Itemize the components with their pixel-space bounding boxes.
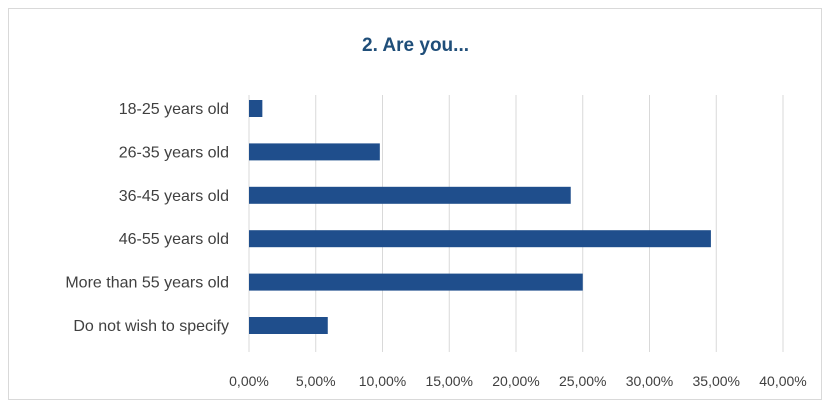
- category-labels: 18-25 years old 26-35 years old 36-45 year…: [65, 101, 229, 335]
- x-tick-label: 40,00%: [759, 373, 806, 389]
- x-tick-label: 5,00%: [296, 373, 336, 389]
- bar: [249, 143, 380, 161]
- category-label: Do not wish to specify: [73, 318, 229, 335]
- category-label: 26-35 years old: [119, 144, 229, 161]
- gridlines: [248, 95, 784, 352]
- x-tick-label: 0,00%: [229, 373, 269, 389]
- bar: [249, 317, 328, 334]
- x-tick-label: 10,00%: [359, 373, 406, 389]
- x-tick-label: 35,00%: [693, 373, 740, 389]
- category-label: 46-55 years old: [119, 231, 229, 248]
- x-tick-label: 15,00%: [426, 373, 473, 389]
- x-tick-label: 25,00%: [559, 373, 606, 389]
- bars: [249, 100, 711, 334]
- category-label: More than 55 years old: [65, 275, 229, 292]
- bar: [249, 273, 583, 291]
- bar: [249, 100, 263, 117]
- x-tick-labels: 0,00% 5,00% 10,00% 15,00% 20,00% 25,00% 30,00%…: [229, 373, 807, 389]
- chart-frame: [8, 8, 822, 400]
- category-label: 18-25 years old: [119, 101, 229, 118]
- x-tick-label: 20,00%: [492, 373, 539, 389]
- category-label: 36-45 years old: [119, 188, 229, 205]
- x-tick-label: 30,00%: [626, 373, 673, 389]
- bar: [249, 230, 711, 248]
- chart-title: 2. Are you...: [362, 35, 469, 56]
- bar: [249, 186, 571, 204]
